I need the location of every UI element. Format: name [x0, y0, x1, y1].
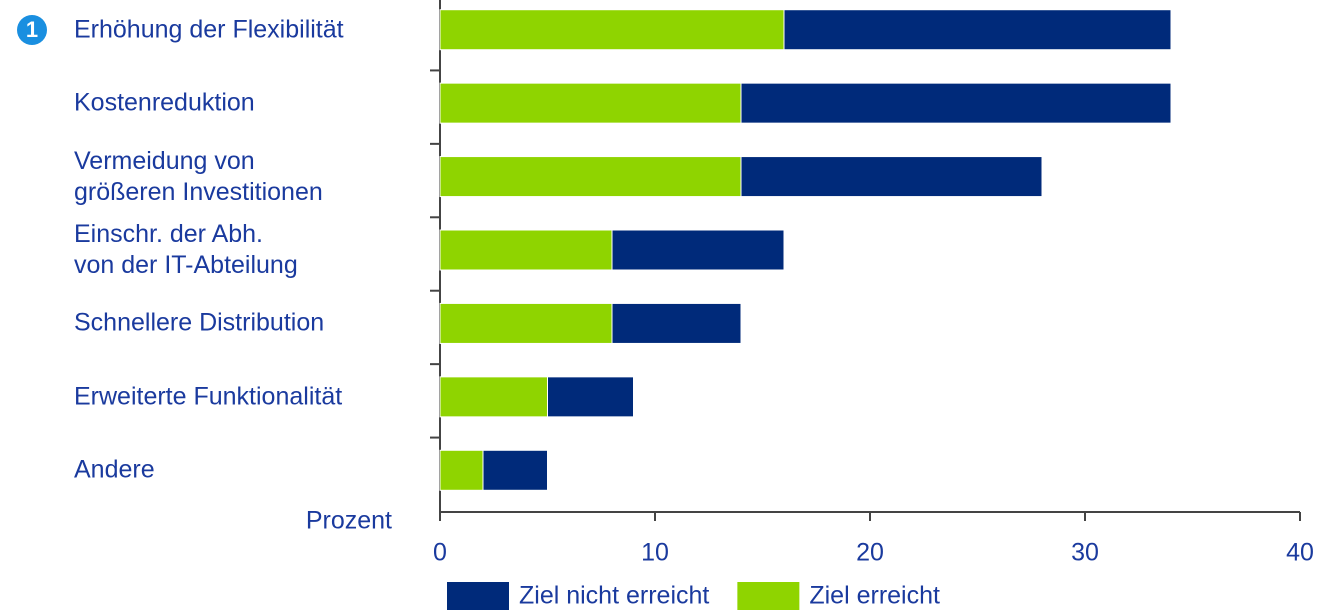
bar	[439, 302, 613, 344]
bar	[740, 156, 1043, 198]
bar	[439, 156, 742, 198]
bar	[783, 9, 1172, 51]
y-tick-label: Andere	[74, 455, 155, 484]
legend-swatch	[447, 582, 509, 610]
bar	[547, 376, 634, 418]
y-tick-label: Erhöhung der Flexibilität	[74, 15, 344, 44]
x-tick-label: 40	[1286, 539, 1314, 567]
badge	[17, 15, 47, 45]
bar	[439, 82, 742, 124]
bar	[439, 9, 785, 51]
bar	[439, 376, 548, 418]
badge-text: 1	[26, 17, 38, 42]
bar	[482, 449, 548, 491]
x-tick-label: 20	[856, 539, 884, 567]
y-tick-label: Schnellere Distribution	[74, 308, 325, 337]
bar	[740, 82, 1172, 124]
y-tick-label: Einschr. der Abh. von der IT-Abteilung	[74, 220, 298, 279]
x-tick-label: 0	[433, 539, 447, 567]
x-axis-label: Prozent	[306, 507, 392, 535]
x-tick-label: 30	[1071, 539, 1099, 567]
bar	[611, 229, 785, 271]
legend-swatch	[737, 582, 800, 610]
y-tick-label: Vermeidung von größeren Investitionen	[74, 146, 323, 206]
legend-label: Ziel erreicht	[809, 582, 940, 610]
y-tick-label: Erweiterte Funktionalität	[74, 382, 343, 411]
bar	[611, 302, 742, 344]
bar	[439, 229, 613, 271]
legend-label: Ziel nicht erreicht	[519, 582, 709, 610]
y-tick-label: Kostenreduktion	[74, 88, 255, 117]
bar	[439, 449, 484, 491]
x-tick-label: 10	[641, 539, 669, 567]
